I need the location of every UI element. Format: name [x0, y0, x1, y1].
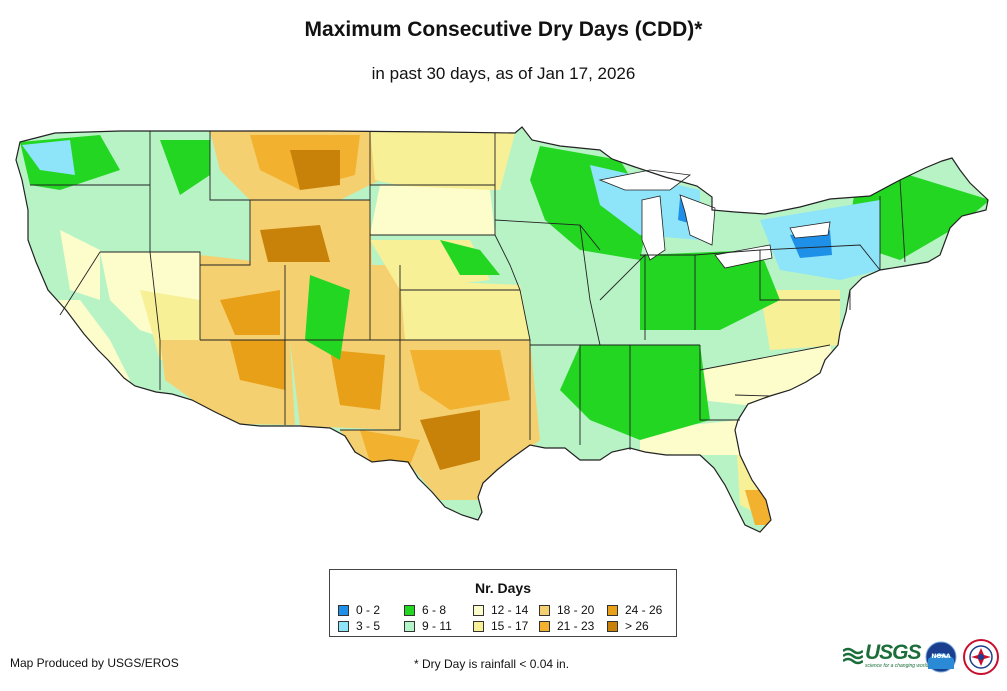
legend-item: 21 - 23	[539, 620, 594, 633]
legend-item: 6 - 8	[404, 604, 446, 617]
legend-item: 24 - 26	[607, 604, 662, 617]
legend-swatch	[338, 605, 349, 616]
map-title: Maximum Consecutive Dry Days (CDD)*	[304, 18, 703, 41]
map-credit: Map Produced by USGS/EROS	[10, 656, 179, 670]
legend-item: 15 - 17	[473, 620, 528, 633]
legend-item: 9 - 11	[404, 620, 452, 633]
legend-swatch	[607, 605, 618, 616]
legend-swatch	[473, 605, 484, 616]
usgs-logo-text: USGS	[865, 641, 922, 664]
cdd-map	[15, 126, 989, 533]
legend-item: 0 - 2	[338, 604, 380, 617]
usgs-logo-icon: USGS science for a changing world	[843, 641, 928, 669]
cdd-zones	[20, 131, 988, 525]
legend-item: > 26	[607, 620, 649, 633]
legend-swatch	[473, 621, 484, 632]
dry-day-footnote: * Dry Day is rainfall < 0.04 in.	[414, 657, 570, 671]
legend: Nr. Days 0 - 2 3 - 5 6 - 8 9 - 11 12 - 1…	[329, 569, 677, 637]
map-subtitle: in past 30 days, as of Jan 17, 2026	[371, 64, 636, 83]
state-borders	[15, 126, 989, 533]
legend-swatch	[404, 621, 415, 632]
legend-title: Nr. Days	[474, 580, 532, 596]
legend-swatch	[539, 621, 550, 632]
legend-item: 12 - 14	[473, 604, 528, 617]
legend-item: 3 - 5	[338, 620, 380, 633]
legend-item: 18 - 20	[539, 604, 594, 617]
legend-swatch	[338, 621, 349, 632]
svg-text:NOAA: NOAA	[931, 653, 951, 660]
noaa-logo-icon: NOAA	[925, 641, 957, 673]
usgs-tagline: science for a changing world	[865, 663, 929, 669]
legend-swatch	[539, 605, 550, 616]
nws-logo-icon	[963, 639, 999, 675]
legend-swatch	[404, 605, 415, 616]
great-lakes	[598, 169, 831, 269]
legend-swatch	[607, 621, 618, 632]
